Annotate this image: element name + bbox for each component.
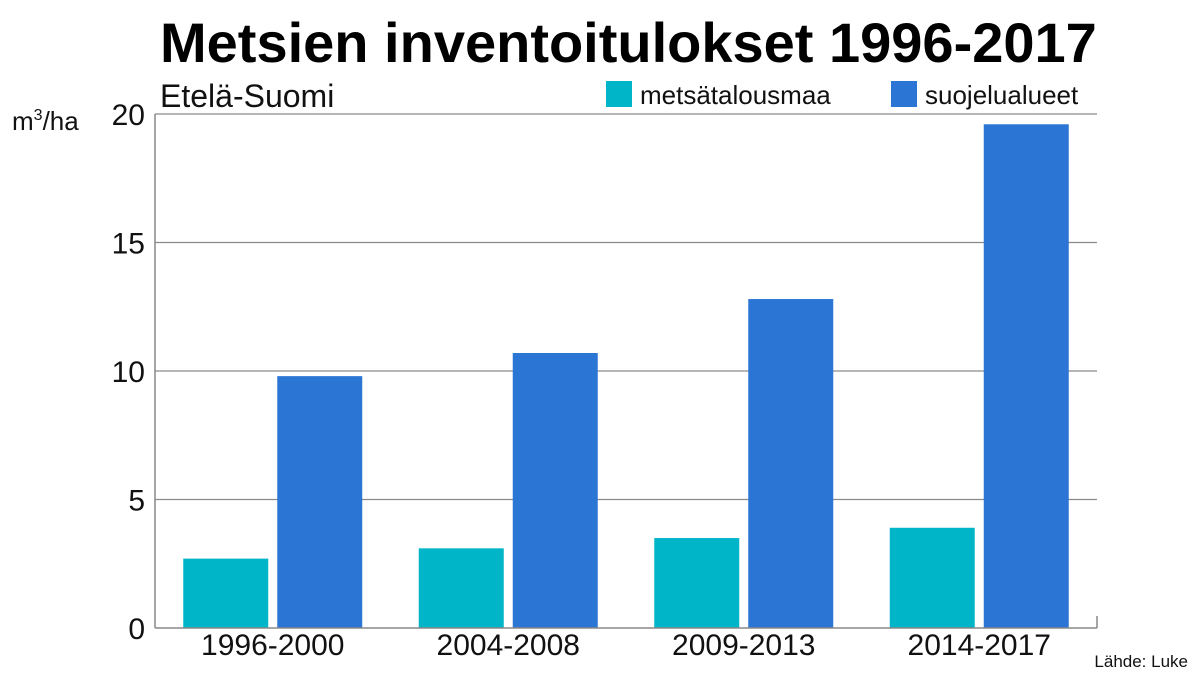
y-axis-unit-label: m3/ha xyxy=(12,106,79,136)
x-axis-ticks: 1996-2000 2004-2008 2009-2013 2014-2017 xyxy=(201,629,1051,662)
x-tick-label: 2009-2013 xyxy=(672,629,815,662)
bar-metsatalousmaa xyxy=(183,558,269,628)
bar-metsatalousmaa xyxy=(654,538,740,628)
bar-suojelualueet xyxy=(277,376,363,628)
x-tick-label: 1996-2000 xyxy=(201,629,344,662)
legend-swatch xyxy=(606,81,632,107)
y-axis-ticks: 0 5 10 15 20 xyxy=(112,99,145,646)
y-tick-label: 15 xyxy=(112,228,145,261)
legend-label: metsätalousmaa xyxy=(640,80,831,110)
bar-suojelualueet xyxy=(748,299,834,628)
y-tick-label: 10 xyxy=(112,356,145,389)
x-tick-label: 2014-2017 xyxy=(908,629,1051,662)
chart-subtitle: Etelä-Suomi xyxy=(160,78,334,114)
legend: metsätalousmaa suojelualueet xyxy=(606,80,1079,110)
x-tick-label: 2004-2008 xyxy=(437,629,580,662)
source-note: Lähde: Luke xyxy=(1094,652,1188,671)
legend-swatch xyxy=(891,81,917,107)
y-tick-label: 0 xyxy=(128,613,145,646)
y-tick-label: 20 xyxy=(112,99,145,132)
y-axis-unit: m xyxy=(12,106,34,136)
bars xyxy=(183,124,1069,628)
y-axis-unit-suffix: /ha xyxy=(43,106,80,136)
y-tick-label: 5 xyxy=(128,485,145,518)
y-axis-unit-superscript: 3 xyxy=(34,107,43,124)
chart-title: Metsien inventoitulokset 1996-2017 xyxy=(160,11,1097,74)
gridlines xyxy=(155,113,1097,501)
bar-suojelualueet xyxy=(512,353,598,628)
bar-metsatalousmaa xyxy=(889,527,975,628)
bar-suojelualueet xyxy=(983,124,1069,628)
bar-metsatalousmaa xyxy=(418,548,504,628)
legend-label: suojelualueet xyxy=(925,80,1079,110)
